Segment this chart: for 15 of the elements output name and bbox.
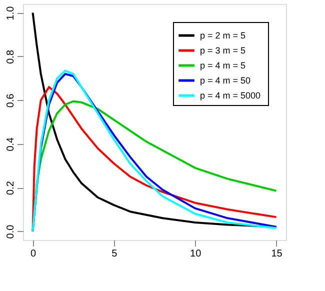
y-tick-label: 0.6 — [6, 93, 16, 108]
x-tick-label: 0 — [30, 248, 36, 260]
legend-label: p = 4 m = 5 — [200, 60, 246, 70]
legend-label: p = 3 m = 5 — [200, 46, 246, 56]
y-tick-label: 0.2 — [6, 180, 16, 196]
legend-label: p = 4 m = 5000 — [200, 90, 261, 100]
y-tick-label: 0.4 — [6, 136, 16, 152]
legend-label: p = 2 m = 5 — [200, 30, 246, 40]
x-tick-label: 10 — [190, 248, 202, 260]
y-tick-label: 1.0 — [6, 6, 16, 20]
x-tick-label: 5 — [112, 248, 118, 260]
y-tick-label: 0.0 — [6, 224, 16, 239]
y-tick-label: 0.8 — [6, 50, 16, 64]
x-tick-label: 15 — [271, 248, 283, 260]
legend-label: p = 4 m = 50 — [200, 76, 251, 86]
